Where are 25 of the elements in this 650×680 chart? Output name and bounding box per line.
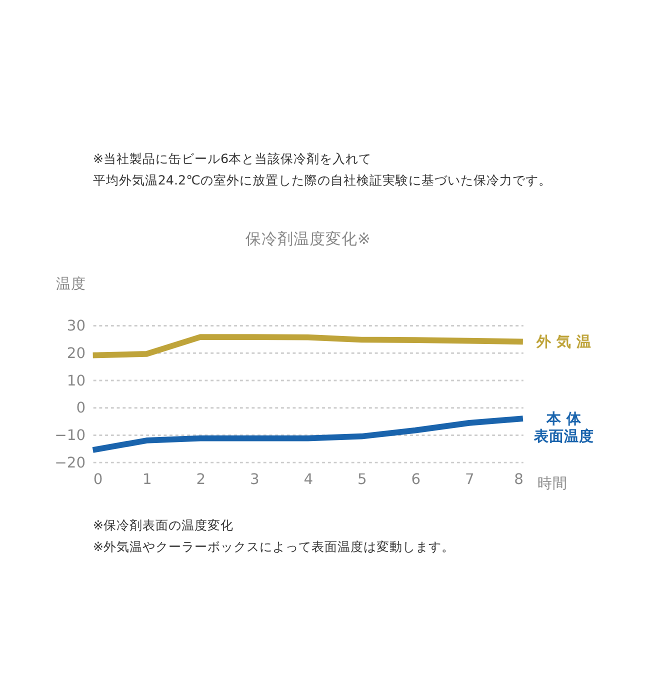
y-tick-label: 0 [76,400,86,417]
text: 本 体 [546,410,582,428]
text: ※保冷剤表面の温度変化 [92,518,234,533]
x-tick-label: 2 [196,471,206,488]
x-axis-title: 時間 [538,474,568,492]
y-tick-label: 10 [66,372,86,390]
y-tick-label: 30 [66,318,86,335]
x-tick-label: 1 [142,471,152,488]
y-axis-title: 温度 [56,276,86,293]
x-tick-label: 3 [250,471,260,488]
chart-title: 保冷剤温度変化※ [245,229,370,248]
y-tick-label: −10 [54,427,86,444]
x-tick-label: 0 [93,471,103,488]
text: ※当社製品に缶ビール6本と当該保冷剤を入れて [92,150,372,166]
x-tick-label: 4 [304,471,314,488]
series-label: 外 気 温 [535,334,592,351]
y-tick-label: 20 [66,344,86,362]
x-tick-label: 7 [465,471,474,488]
x-tick-label: 8 [514,471,524,488]
text: ※外気温やクーラーボックスによって表面温度は変動します。 [92,539,454,554]
text: 平均外気温24.2℃の室外に放置した際の自社検証実験に基づいた保冷力です。 [92,172,552,188]
y-tick-label: −20 [54,454,86,472]
x-tick-label: 5 [357,471,367,488]
x-tick-label: 6 [411,471,421,488]
text: 表面温度 [534,428,594,446]
